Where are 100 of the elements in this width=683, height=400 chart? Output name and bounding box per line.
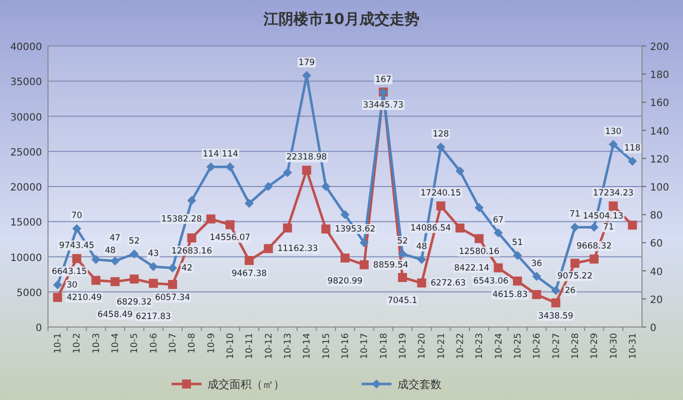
point [608, 201, 618, 210]
x-tick-label: 10-23 [475, 333, 486, 360]
point [494, 228, 503, 238]
data-label: 6458.49 [97, 310, 133, 320]
point [206, 162, 216, 172]
point [148, 262, 158, 272]
point [474, 234, 484, 244]
x-tick-label: 10-4 [111, 332, 122, 354]
x-tick-label: 10-29 [590, 332, 600, 360]
point [590, 254, 599, 264]
data-label: 167 [375, 74, 392, 85]
data-label: 71 [570, 210, 580, 220]
data-label: 179 [298, 58, 315, 68]
data-label: 22318.98 [286, 152, 327, 163]
point [340, 210, 350, 220]
y-tick-label: 15000 [10, 218, 42, 229]
data-label: 6057.34 [154, 292, 190, 303]
data-label: 6643.15 [52, 266, 87, 277]
x-tick-label: 10-20 [418, 332, 428, 360]
point [321, 224, 330, 234]
x-tick-label: 10-3 [92, 333, 102, 354]
point [148, 278, 158, 288]
data-label: 71 [603, 222, 614, 233]
y-tick-label: 25000 [10, 147, 42, 158]
x-tick-label: 10-11 [245, 333, 256, 360]
point [321, 182, 330, 191]
data-label: 130 [605, 126, 622, 137]
y2-tick-label: 160 [650, 98, 670, 110]
point [628, 156, 637, 166]
x-tick-label: 10-13 [284, 333, 294, 360]
data-label: 43 [148, 249, 159, 260]
x-tick-label: 10-24 [494, 332, 504, 360]
point [551, 298, 560, 308]
point [512, 276, 522, 286]
x-tick-label: 10-8 [188, 332, 198, 354]
y-tick-label: 20000 [10, 182, 42, 194]
point [532, 272, 542, 281]
data-label: 8422.14 [454, 263, 490, 274]
data-label: 30 [66, 280, 78, 290]
legend-label: 成交面积（㎡） [208, 378, 284, 391]
x-tick-label: 10-26 [532, 332, 543, 360]
data-label: 11162.33 [277, 244, 318, 254]
data-label: 14556.07 [210, 233, 250, 244]
x-tick-label: 10-27 [552, 333, 562, 360]
data-label: 114 [202, 149, 219, 160]
point [360, 238, 369, 248]
data-label: 52 [128, 236, 140, 246]
point [340, 254, 350, 263]
data-label: 42 [182, 263, 192, 274]
data-label: 3438.59 [538, 311, 574, 322]
data-label: 15382.28 [161, 214, 202, 224]
point [187, 196, 196, 206]
point [226, 220, 235, 230]
data-label: 13953.62 [334, 224, 376, 234]
x-tick-label: 10-22 [456, 333, 466, 360]
data-label: 48 [416, 242, 428, 252]
x-tick-label: 10-16 [341, 332, 351, 360]
data-label: 4210.49 [66, 292, 102, 303]
data-label: 36 [531, 258, 542, 269]
y-tick-label: 35000 [10, 77, 42, 88]
point [206, 214, 216, 224]
data-label: 70 [71, 211, 82, 222]
point [244, 256, 254, 265]
point [436, 201, 446, 210]
point [360, 260, 369, 270]
x-tick-label: 10-10 [226, 332, 236, 360]
data-label: 4615.83 [492, 290, 528, 300]
point [417, 278, 426, 288]
data-label: 9820.99 [327, 276, 363, 287]
point [608, 140, 618, 149]
data-label: 14086.54 [410, 224, 451, 234]
x-tick-label: 10-5 [130, 333, 140, 354]
data-label: 14504.13 [582, 212, 624, 222]
point [72, 224, 82, 234]
data-label: 47 [110, 233, 120, 244]
point [264, 244, 273, 254]
y2-tick-label: 200 [650, 42, 670, 53]
y2-tick-label: 60 [650, 238, 663, 250]
y2-tick-label: 140 [650, 126, 670, 138]
point [72, 254, 82, 264]
data-label: 48 [104, 246, 116, 256]
point [551, 286, 560, 295]
x-tick-label: 10-1 [54, 333, 64, 354]
data-label: 12683.16 [171, 246, 212, 256]
point [417, 255, 426, 264]
x-tick-label: 10-31 [628, 333, 638, 360]
y2-tick-label: 180 [650, 70, 670, 82]
x-tick-label: 10-21 [436, 333, 447, 360]
point [494, 263, 503, 272]
point [532, 290, 542, 300]
data-label: 7045.1 [388, 296, 418, 306]
point [53, 280, 62, 290]
x-tick-label: 10-14 [302, 332, 313, 360]
point [398, 273, 407, 282]
point [455, 166, 464, 176]
data-label: 118 [624, 144, 641, 154]
point [474, 203, 484, 212]
y2-tick-label: 0 [650, 323, 656, 334]
x-tick-label: 10-19 [398, 332, 408, 360]
point [187, 233, 196, 242]
